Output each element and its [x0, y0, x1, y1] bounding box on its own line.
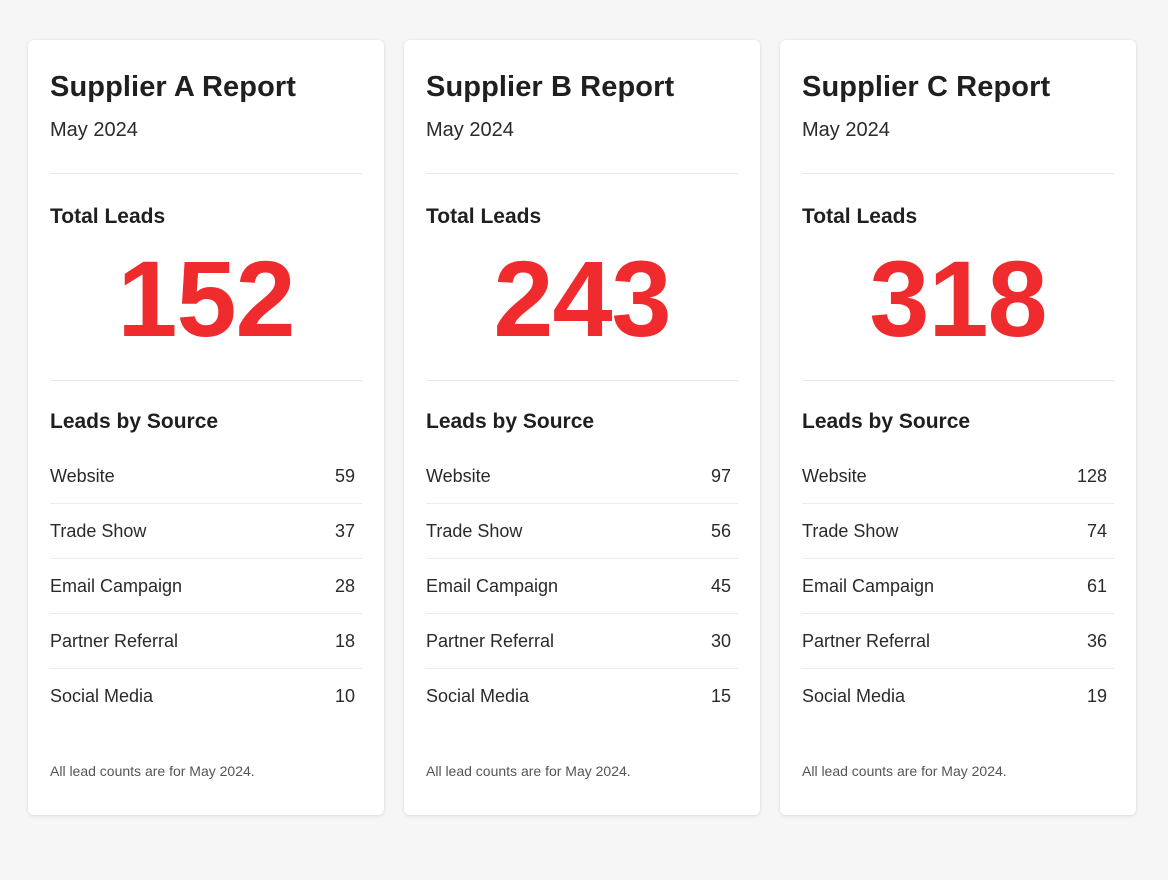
source-row-trade-show: Trade Show 37 — [50, 504, 362, 559]
source-count: 10 — [334, 685, 355, 706]
total-leads-label: Total Leads — [802, 205, 918, 228]
total-leads-label: Total Leads — [50, 205, 166, 228]
source-name: Social Media — [802, 685, 906, 706]
source-row-trade-show: Trade Show 56 — [426, 504, 738, 559]
supplier-c-card: Supplier C Report May 2024 Total Leads 3… — [780, 40, 1136, 815]
footnote: All lead counts are for May 2024. — [426, 763, 631, 779]
divider — [802, 380, 1114, 381]
supplier-a-card: Supplier A Report May 2024 Total Leads 1… — [28, 40, 384, 815]
source-name: Website — [426, 465, 491, 486]
source-row-partner-referral: Partner Referral 18 — [50, 614, 362, 669]
source-row-email-campaign: Email Campaign 28 — [50, 559, 362, 614]
source-row-social-media: Social Media 15 — [426, 669, 738, 723]
source-list: Website 128 Trade Show 74 Email Campaign… — [802, 449, 1114, 723]
total-leads-value: 152 — [117, 238, 295, 359]
report-period: May 2024 — [426, 119, 514, 141]
source-count: 128 — [1076, 465, 1107, 486]
leads-by-source-label: Leads by Source — [50, 410, 219, 433]
source-row-website: Website 59 — [50, 449, 362, 504]
source-name: Trade Show — [802, 520, 899, 541]
source-row-trade-show: Trade Show 74 — [802, 504, 1114, 559]
source-name: Trade Show — [50, 520, 147, 541]
source-name: Partner Referral — [426, 630, 555, 651]
source-row-website: Website 97 — [426, 449, 738, 504]
supplier-b-card: Supplier B Report May 2024 Total Leads 2… — [404, 40, 760, 815]
source-name: Partner Referral — [50, 630, 179, 651]
card-title: Supplier B Report — [426, 71, 675, 103]
source-row-social-media: Social Media 19 — [802, 669, 1114, 723]
total-leads-value: 318 — [869, 238, 1047, 359]
source-row-email-campaign: Email Campaign 61 — [802, 559, 1114, 614]
source-row-email-campaign: Email Campaign 45 — [426, 559, 738, 614]
source-count: 28 — [334, 575, 355, 596]
source-count: 19 — [1086, 685, 1107, 706]
leads-by-source-label: Leads by Source — [802, 410, 971, 433]
report-period: May 2024 — [50, 119, 138, 141]
card-title: Supplier C Report — [802, 71, 1051, 103]
source-name: Website — [802, 465, 867, 486]
leads-by-source-label: Leads by Source — [426, 410, 595, 433]
card-title: Supplier A Report — [50, 71, 297, 103]
source-count: 97 — [710, 465, 731, 486]
divider — [426, 380, 738, 381]
source-count: 61 — [1086, 575, 1107, 596]
divider — [426, 173, 738, 174]
source-count: 74 — [1086, 520, 1107, 541]
source-name: Email Campaign — [802, 575, 935, 596]
total-leads-value: 243 — [493, 238, 671, 359]
source-count: 18 — [334, 630, 355, 651]
divider — [50, 173, 362, 174]
source-name: Partner Referral — [802, 630, 931, 651]
footnote: All lead counts are for May 2024. — [50, 763, 255, 779]
source-count: 37 — [334, 520, 355, 541]
source-name: Trade Show — [426, 520, 523, 541]
source-row-social-media: Social Media 10 — [50, 669, 362, 723]
source-list: Website 97 Trade Show 56 Email Campaign … — [426, 449, 738, 723]
source-list: Website 59 Trade Show 37 Email Campaign … — [50, 449, 362, 723]
source-name: Email Campaign — [426, 575, 559, 596]
source-name: Social Media — [50, 685, 154, 706]
source-name: Email Campaign — [50, 575, 183, 596]
source-count: 30 — [710, 630, 731, 651]
source-row-partner-referral: Partner Referral 30 — [426, 614, 738, 669]
source-count: 56 — [710, 520, 731, 541]
report-period: May 2024 — [802, 119, 890, 141]
divider — [802, 173, 1114, 174]
report-cards: Supplier A Report May 2024 Total Leads 1… — [28, 40, 1136, 815]
source-count: 45 — [710, 575, 731, 596]
source-count: 36 — [1086, 630, 1107, 651]
total-leads-label: Total Leads — [426, 205, 542, 228]
source-name: Social Media — [426, 685, 530, 706]
divider — [50, 380, 362, 381]
source-row-website: Website 128 — [802, 449, 1114, 504]
footnote: All lead counts are for May 2024. — [802, 763, 1007, 779]
source-row-partner-referral: Partner Referral 36 — [802, 614, 1114, 669]
source-count: 15 — [710, 685, 731, 706]
source-name: Website — [50, 465, 115, 486]
source-count: 59 — [334, 465, 355, 486]
